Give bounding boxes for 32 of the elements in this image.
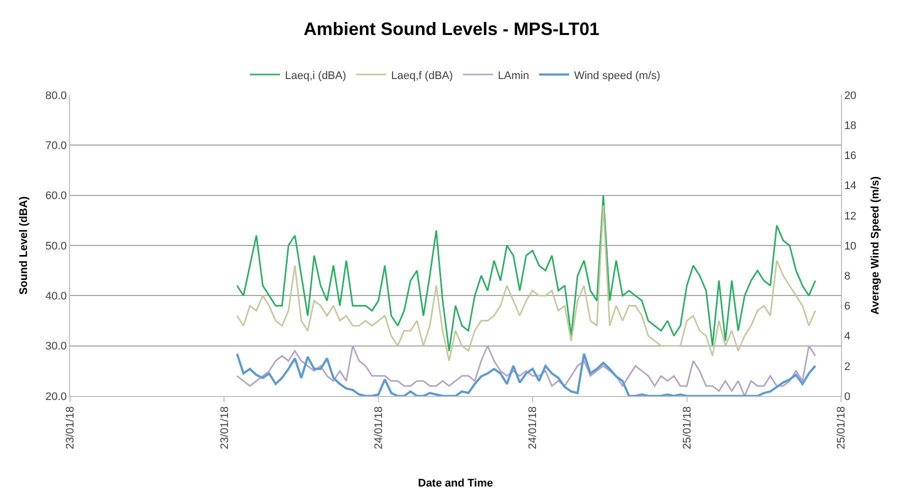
legend-label: Laeq,i (dBA) xyxy=(285,70,346,82)
x-tick-label: 23/01/18 xyxy=(64,406,77,450)
y2-tick-label: 16 xyxy=(844,150,856,162)
y2-tick-label: 8 xyxy=(844,270,850,282)
x-tick-label: 24/01/18 xyxy=(527,406,540,450)
y2-tick-label: 12 xyxy=(844,210,856,222)
legend-label: Wind speed (m/s) xyxy=(574,70,660,82)
y2-tick-label: 2 xyxy=(844,360,850,373)
y-tick-label: 50.0 xyxy=(45,240,67,252)
legend-label: LAmin xyxy=(498,70,530,82)
y-tick-label: 20.0 xyxy=(45,390,67,403)
y2-axis-title: Average Wind Speed (m/s) xyxy=(870,176,882,315)
y-tick-label: 40.0 xyxy=(45,290,67,303)
y2-tick-label: 18 xyxy=(844,120,856,132)
y2-tick-label: 4 xyxy=(844,330,850,343)
legend-label: Laeq,f (dBA) xyxy=(391,70,453,82)
chart-title: Ambient Sound Levels - MPS-LT01 xyxy=(304,19,600,40)
x-tick-label: 23/01/18 xyxy=(218,406,231,450)
y-tick-label: 30.0 xyxy=(45,340,67,353)
x-tick-label: 25/01/18 xyxy=(681,406,694,450)
y2-tick-label: 6 xyxy=(844,300,850,313)
x-tick-label: 24/01/18 xyxy=(372,406,385,450)
y-tick-label: 80.0 xyxy=(45,90,67,102)
y2-tick-label: 0 xyxy=(844,390,850,403)
y2-tick-label: 20 xyxy=(844,90,856,102)
x-tick-label: 25/01/18 xyxy=(836,406,848,450)
y2-tick-label: 10 xyxy=(844,240,856,252)
y-tick-label: 60.0 xyxy=(45,190,67,202)
x-axis-title: Date and Time xyxy=(418,477,493,490)
y-axis-title: Sound Level (dBA) xyxy=(18,196,30,295)
y-tick-label: 70.0 xyxy=(45,140,67,152)
y2-tick-label: 14 xyxy=(844,180,856,192)
